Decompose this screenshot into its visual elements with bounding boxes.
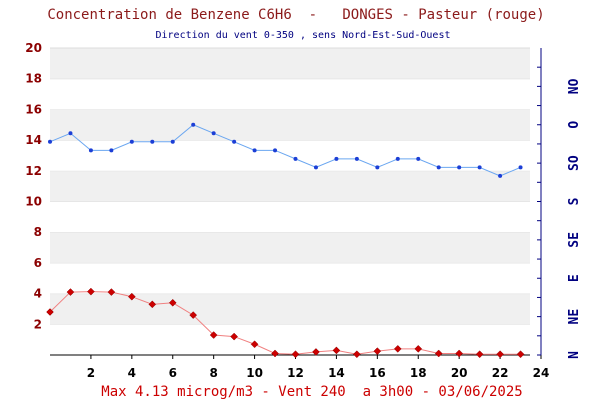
concentration-point: [189, 311, 198, 319]
wind-direction-label: SO: [567, 155, 582, 171]
right-axis-wind-directions: N NE E SE S SO O NO: [537, 66, 582, 359]
x-tick-label: 14: [328, 366, 345, 380]
grid-band: [50, 293, 530, 325]
y-tick-label: 10: [25, 195, 42, 209]
concentration-point: [434, 349, 443, 358]
concentration-point: [475, 350, 484, 359]
chart-subtitle: Direction du vent 0-350 , sens Nord-Est-…: [155, 30, 450, 41]
y-tick-label: 2: [34, 317, 42, 331]
y-axis-ticks: 2 4 6 8 10 12 14 16 18 20: [25, 41, 42, 331]
wind-direction-point: [518, 165, 523, 170]
wind-direction-point: [129, 139, 134, 144]
x-tick-label: 8: [209, 366, 217, 380]
concentration-point: [127, 292, 136, 301]
x-tick-label: 22: [492, 366, 509, 380]
wind-direction-label: N: [567, 351, 582, 359]
wind-direction-label: S: [567, 197, 582, 205]
grid-band: [50, 140, 530, 171]
wind-direction-label: E: [567, 274, 582, 282]
y-tick-label: 6: [34, 256, 42, 270]
y-tick-label: 8: [34, 225, 42, 239]
plot-area: [46, 122, 525, 359]
wind-direction-label: O: [567, 121, 582, 129]
concentration-point: [230, 332, 238, 341]
concentration-point: [414, 345, 423, 353]
concentration-point: [353, 350, 361, 359]
wind-direction-point: [109, 148, 114, 153]
chart-title: Concentration de Benzene C6H6 - DONGES -…: [47, 7, 544, 23]
chart-footer: Max 4.13 microg/m3 - Vent 240 a 3h00 - 0…: [101, 384, 522, 400]
wind-direction-point: [375, 165, 380, 170]
concentration-point: [393, 345, 402, 353]
wind-direction-point: [334, 156, 339, 161]
x-tick-label: 20: [451, 366, 468, 380]
x-tick-label: 2: [87, 366, 95, 380]
x-tick-label: 6: [169, 366, 177, 380]
wind-direction-point: [457, 165, 462, 170]
concentration-point: [455, 349, 464, 358]
concentration-point: [373, 347, 382, 356]
concentration-point: [46, 308, 54, 316]
wind-direction-point: [416, 156, 421, 161]
concentration-point: [516, 350, 525, 359]
grid-band: [50, 170, 530, 202]
x-tick-label: 16: [369, 366, 386, 380]
wind-direction-point: [273, 148, 278, 153]
series-line-wind-direction: [49, 124, 521, 177]
x-tick-label: 18: [410, 366, 427, 380]
y-tick-label: 18: [25, 72, 42, 86]
wind-direction-point: [211, 131, 216, 136]
wind-direction-point: [354, 156, 359, 161]
concentration-point: [271, 349, 279, 358]
concentration-point: [87, 287, 95, 296]
wind-direction-point: [313, 165, 318, 170]
wind-direction-point: [232, 139, 237, 144]
wind-direction-point: [88, 148, 93, 153]
concentration-point: [107, 288, 116, 296]
wind-direction-point: [68, 131, 73, 136]
wind-direction-point: [150, 139, 155, 144]
wind-direction-point: [477, 165, 482, 170]
y-tick-label: 20: [25, 41, 42, 55]
grid-band: [50, 262, 530, 294]
wind-direction-label: NO: [567, 78, 582, 94]
concentration-point: [332, 346, 341, 355]
wind-direction-point: [293, 156, 298, 161]
y-tick-label: 16: [25, 102, 42, 116]
wind-direction-label: SE: [567, 232, 582, 248]
concentration-point: [66, 288, 75, 296]
grid-band: [50, 324, 530, 355]
x-axis-ticks: 2 4 6 8 10 12 14 16 18 20 22 24: [87, 355, 550, 380]
y-tick-label: 12: [25, 164, 42, 178]
y-tick-label: 14: [25, 133, 42, 147]
wind-direction-point: [191, 122, 196, 127]
concentration-point: [148, 300, 157, 309]
wind-direction-point: [498, 173, 503, 178]
wind-direction-point: [170, 139, 175, 144]
grid-band: [50, 48, 530, 79]
concentration-point: [209, 331, 218, 339]
wind-direction-point: [436, 165, 441, 170]
y-tick-label: 4: [34, 287, 42, 301]
wind-direction-label: NE: [567, 309, 582, 325]
concentration-point: [168, 298, 177, 307]
wind-direction-point: [395, 156, 400, 161]
grid-band: [50, 201, 530, 233]
wind-direction-point: [252, 148, 257, 153]
concentration-point: [291, 350, 300, 359]
grid-band: [50, 109, 530, 141]
wind-direction-point: [48, 139, 52, 144]
concentration-point: [312, 348, 320, 356]
concentration-point: [250, 340, 259, 349]
x-tick-label: 12: [287, 366, 304, 380]
grid-band: [50, 232, 530, 263]
x-tick-label: 24: [533, 366, 550, 380]
concentration-point: [496, 350, 504, 359]
x-tick-label: 10: [246, 366, 263, 380]
x-tick-label: 4: [128, 366, 136, 380]
grid-bands: [50, 47, 530, 355]
grid-band: [50, 78, 530, 110]
